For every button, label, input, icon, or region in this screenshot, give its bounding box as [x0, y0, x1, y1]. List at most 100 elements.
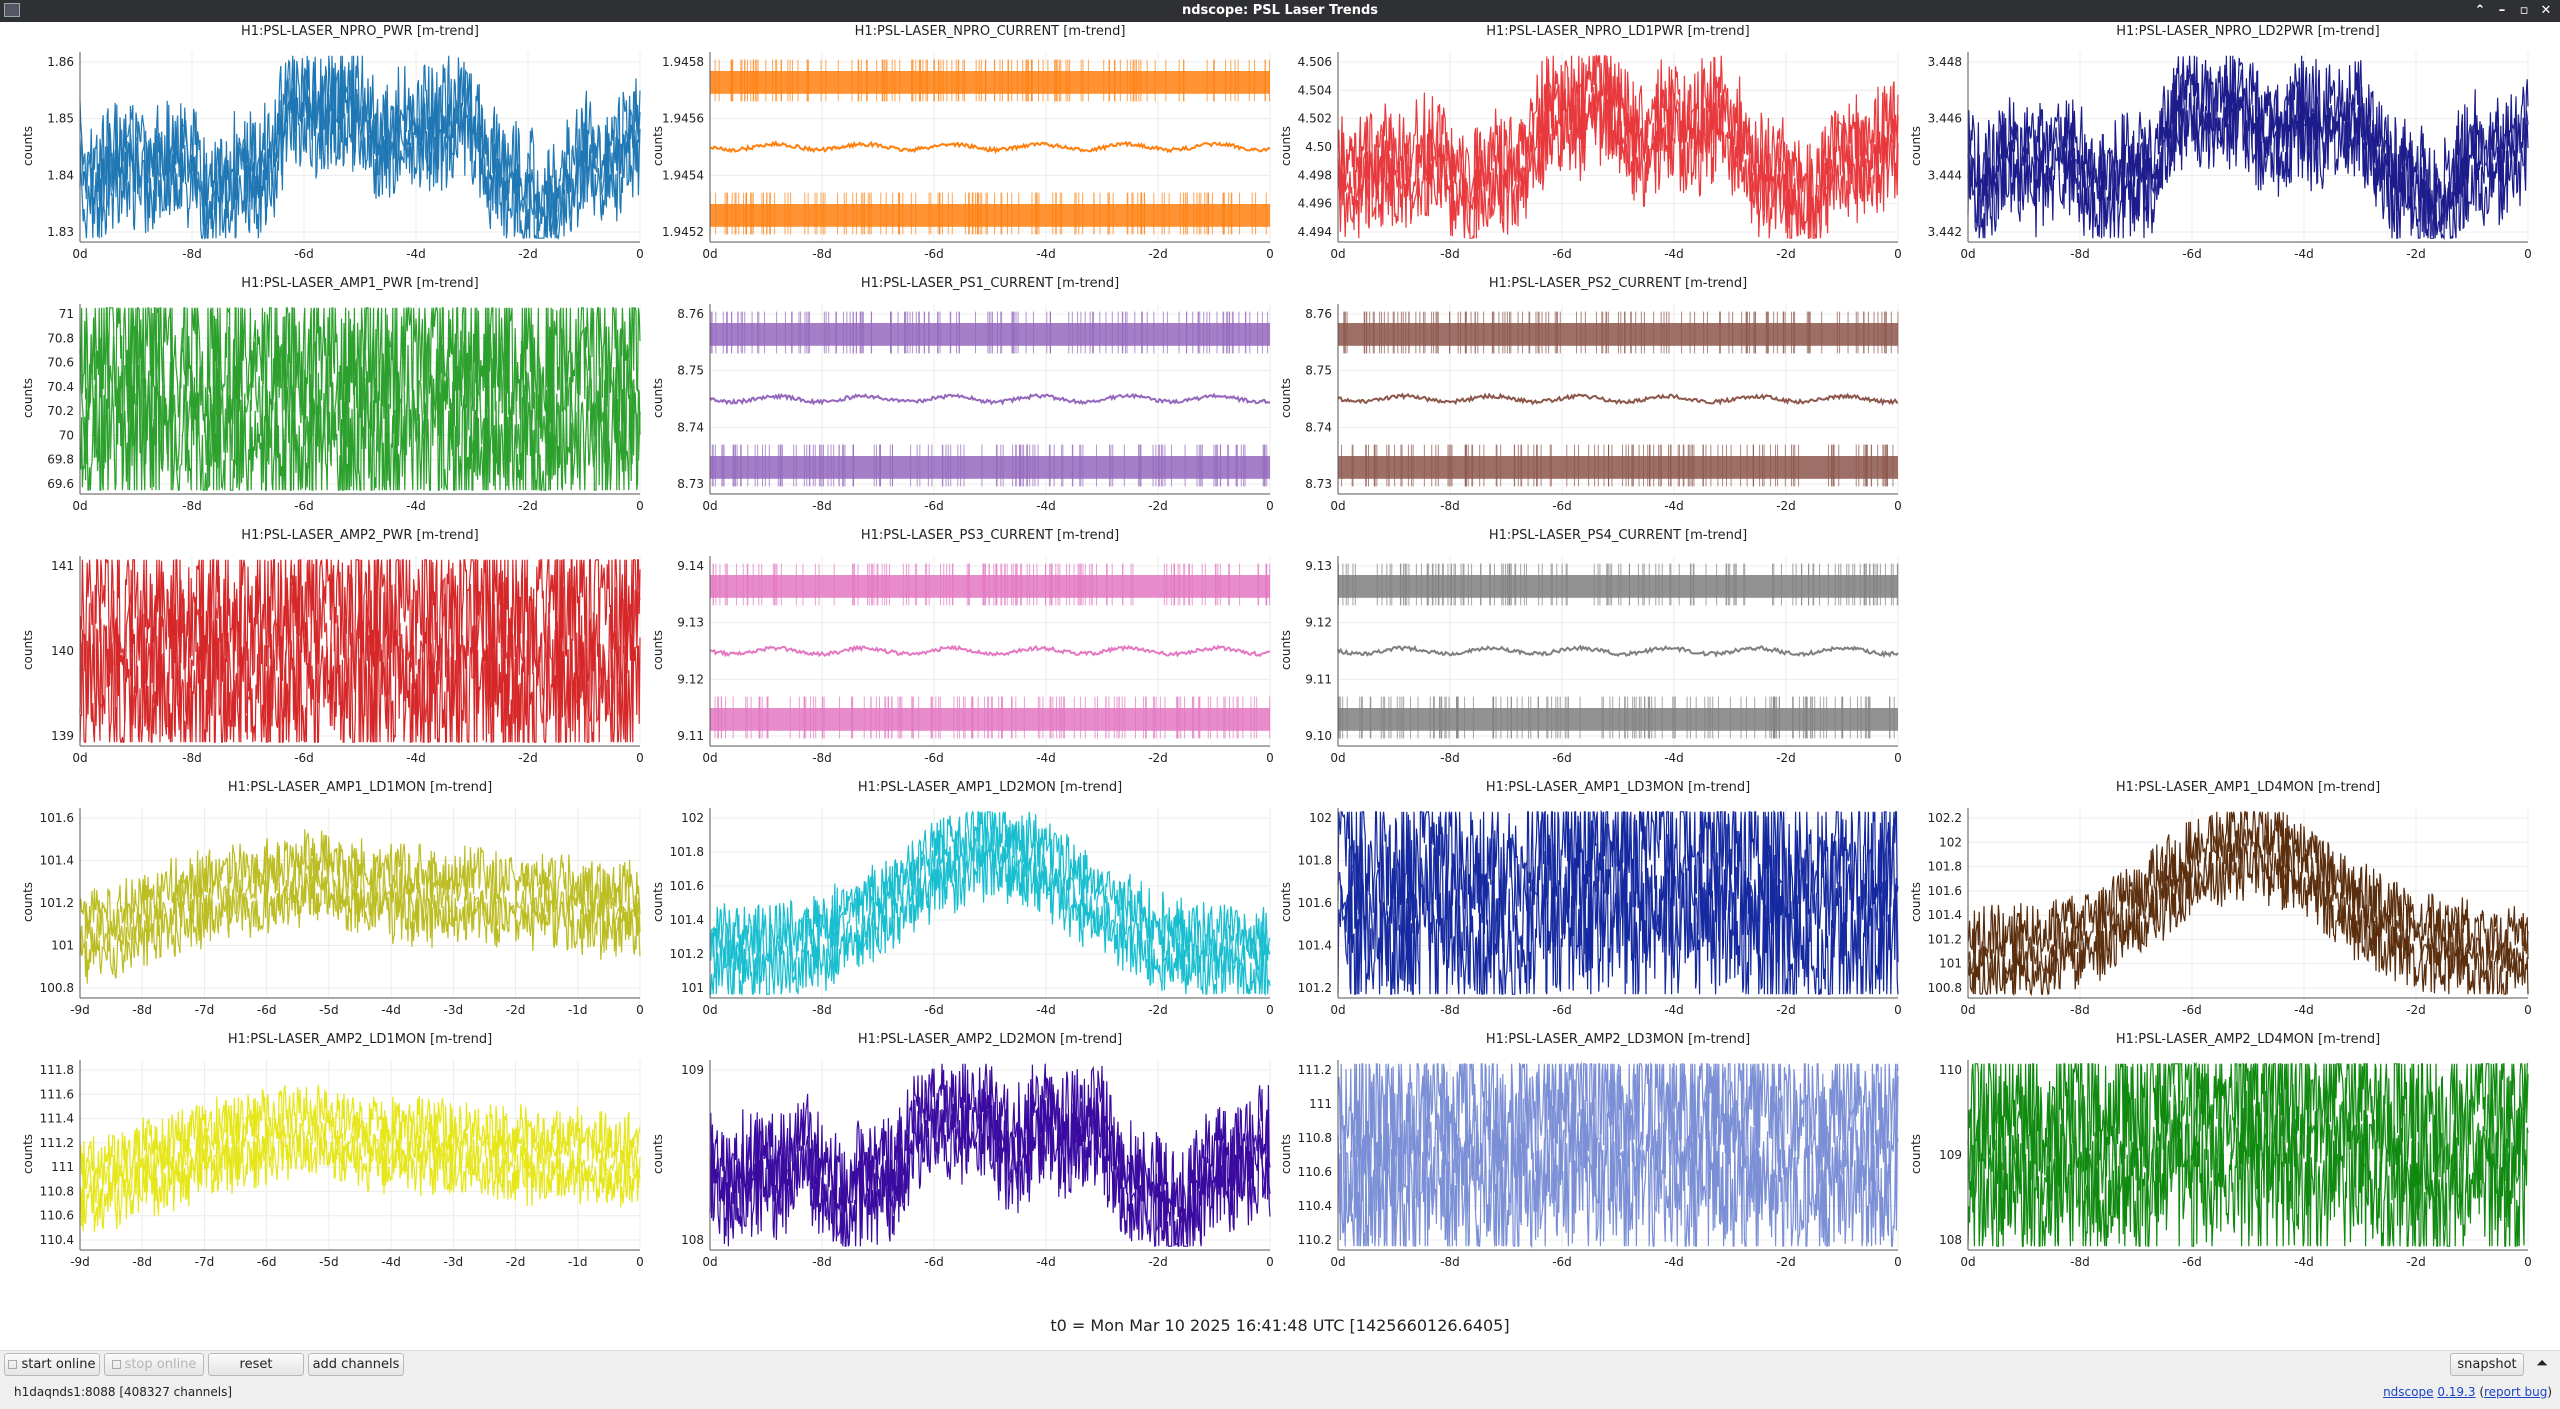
plot-4[interactable]: H1:PSL-LASER_AMP1_PWR [m-trend] counts 71 7… — [0, 274, 648, 526]
trace-max — [709, 1063, 1271, 1233]
x-tick-label: -2d — [1776, 499, 1796, 513]
plot-canvas[interactable]: 1.86 1.85 1.84 1.83 0d -8d -6d -4d -2d 0 — [47, 52, 644, 266]
y-tick-label: 101.8 — [1298, 854, 1332, 868]
y-tick-label: 101.8 — [1928, 860, 1962, 874]
y-axis-label: counts — [1279, 125, 1294, 167]
x-tick-label: -4d — [381, 1255, 401, 1269]
stop-online-button[interactable]: stop online — [104, 1353, 204, 1376]
y-tick-label: 110.6 — [1298, 1165, 1332, 1179]
window-minimize-button[interactable]: – — [2498, 3, 2506, 18]
y-tick-label: 8.75 — [677, 364, 704, 378]
y-tick-label: 4.506 — [1298, 55, 1332, 69]
plot-canvas[interactable]: 9.13 9.12 9.11 9.10 0d -8d -6d -4d -2d 0 — [1305, 556, 1902, 770]
y-tick-label: 9.14 — [677, 559, 704, 573]
snapshot-button[interactable]: snapshot — [2450, 1353, 2524, 1376]
plot-canvas[interactable]: 3.448 3.446 3.444 3.442 0d -8d -6d -4d -2d 0 — [1928, 52, 2532, 266]
plot-15[interactable]: H1:PSL-LASER_AMP2_LD2MON [m-trend] counts… — [630, 1030, 1278, 1282]
x-tick-label: -4d — [2294, 1003, 2314, 1017]
x-tick-label: -1d — [568, 1255, 588, 1269]
start-online-button[interactable]: start online — [4, 1353, 100, 1376]
plot-12[interactable]: H1:PSL-LASER_AMP1_LD3MON [m-trend] counts… — [1258, 778, 1906, 1030]
x-tick-label: 0 — [1894, 751, 1902, 765]
plot-7[interactable]: H1:PSL-LASER_AMP2_PWR [m-trend] counts 141… — [0, 526, 648, 778]
plot-canvas[interactable]: 102 101.8 101.6 101.4 101.2 101 0d -8d -6d -4d -2d… — [670, 808, 1274, 1022]
x-tick-label: -6d — [1552, 247, 1572, 261]
plot-title: H1:PSL-LASER_AMP1_PWR [m-trend] — [241, 276, 479, 291]
reset-button[interactable]: reset — [208, 1353, 304, 1376]
plot-canvas[interactable]: 102.2 102 101.8 101.6 101.4 101.2 101 100.8 0d -8… — [1928, 808, 2532, 1022]
y-tick-label: 111 — [51, 1160, 74, 1174]
plot-canvas[interactable]: 9.14 9.13 9.12 9.11 0d -8d -6d -4d -2d 0 — [677, 556, 1274, 770]
window-shade-button[interactable]: ⌃ — [2474, 3, 2486, 18]
plot-6[interactable]: H1:PSL-LASER_PS2_CURRENT [m-trend] counts… — [1258, 274, 1906, 526]
plot-2[interactable]: H1:PSL-LASER_NPRO_LD1PWR [m-trend] counts… — [1258, 22, 1906, 274]
plot-title: H1:PSL-LASER_NPRO_CURRENT [m-trend] — [854, 24, 1126, 39]
plot-1[interactable]: H1:PSL-LASER_NPRO_CURRENT [m-trend] count… — [630, 22, 1278, 274]
plot-title: H1:PSL-LASER_NPRO_LD1PWR [m-trend] — [1486, 24, 1750, 39]
x-tick-label: -4d — [1036, 751, 1056, 765]
server-status: h1daqnds1:8088 [408327 channels] — [14, 1385, 233, 1399]
y-tick-label: 1.9456 — [662, 112, 704, 126]
version-link[interactable]: 0.19.3 — [2437, 1385, 2476, 1399]
y-tick-label: 9.12 — [677, 672, 704, 686]
plot-title: H1:PSL-LASER_AMP1_LD2MON [m-trend] — [857, 780, 1123, 795]
plot-5[interactable]: H1:PSL-LASER_PS1_CURRENT [m-trend] counts… — [630, 274, 1278, 526]
x-tick-label: 0 — [2524, 1003, 2532, 1017]
y-tick-label: 101.6 — [40, 811, 74, 825]
y-tick-label: 101.6 — [1928, 884, 1962, 898]
collapse-toolbar-icon[interactable]: ⏶ — [2535, 1354, 2548, 1372]
plot-title: H1:PSL-LASER_AMP2_PWR [m-trend] — [241, 528, 479, 543]
plot-0[interactable]: H1:PSL-LASER_NPRO_PWR [m-trend] counts 1.8… — [0, 22, 648, 274]
x-tick-label: -6d — [924, 1255, 944, 1269]
plot-8[interactable]: H1:PSL-LASER_PS3_CURRENT [m-trend] counts… — [630, 526, 1278, 778]
plot-canvas[interactable]: 111.8 111.6 111.4 111.2 111 110.8 110.6 110.4 -9… — [40, 1060, 644, 1274]
y-tick-label: 140 — [51, 644, 74, 658]
y-tick-label: 111.8 — [40, 1063, 74, 1077]
x-tick-label: -8d — [132, 1003, 152, 1017]
plot-canvas[interactable]: 109 108 0d -8d -6d -4d -2d 0 — [681, 1060, 1274, 1274]
plot-16[interactable]: H1:PSL-LASER_AMP2_LD3MON [m-trend] counts… — [1258, 1030, 1906, 1282]
x-tick-label: -6d — [2182, 1003, 2202, 1017]
plot-canvas[interactable]: 141 140 139 0d -8d -6d -4d -2d 0 — [51, 556, 644, 770]
x-tick-label: -8d — [2070, 1003, 2090, 1017]
plot-canvas[interactable]: 8.76 8.75 8.74 8.73 0d -8d -6d -4d -2d 0 — [677, 304, 1274, 518]
y-tick-label: 3.442 — [1928, 225, 1962, 239]
plot-13[interactable]: H1:PSL-LASER_AMP1_LD4MON [m-trend] counts… — [1888, 778, 2536, 1030]
plot-11[interactable]: H1:PSL-LASER_AMP1_LD2MON [m-trend] counts… — [630, 778, 1278, 1030]
x-tick-label: 0 — [1266, 1255, 1274, 1269]
trace-band — [710, 323, 1270, 346]
ndscope-link[interactable]: ndscope — [2383, 1385, 2434, 1399]
x-tick-label: 0d — [702, 247, 717, 261]
plot-17[interactable]: H1:PSL-LASER_AMP2_LD4MON [m-trend] counts… — [1888, 1030, 2536, 1282]
y-axis-label: counts — [21, 1133, 36, 1175]
trace-min — [79, 1122, 641, 1232]
y-axis-label: counts — [21, 881, 36, 923]
trace-max — [1967, 811, 2529, 969]
plot-canvas[interactable]: 1.9458 1.9456 1.9454 1.9452 0d -8d -6d -4d -2d 0 — [662, 52, 1274, 266]
trace-mean — [79, 1109, 641, 1213]
y-tick-label: 101.4 — [670, 913, 704, 927]
plot-canvas[interactable]: 102 101.8 101.6 101.4 101.2 0d -8d -6d -4d -2d 0 — [1298, 808, 1902, 1022]
report-bug-link[interactable]: report bug — [2484, 1385, 2548, 1399]
y-tick-label: 70.8 — [47, 331, 74, 345]
trace-band — [710, 204, 1270, 227]
plot-canvas[interactable]: 4.506 4.504 4.502 4.50 4.498 4.496 4.494 0d -8d -… — [1298, 52, 1902, 266]
y-tick-label: 4.498 — [1298, 168, 1332, 182]
add-channels-button[interactable]: add channels — [308, 1353, 404, 1376]
window-close-button[interactable]: ✕ — [2540, 3, 2552, 18]
window-maximize-button[interactable]: ▫ — [2519, 3, 2529, 18]
x-tick-label: -4d — [1664, 1003, 1684, 1017]
x-tick-label: -2d — [506, 1255, 526, 1269]
plot-canvas[interactable]: 111.2 111 110.8 110.6 110.4 110.2 0d -8d -6d -4d -… — [1298, 1060, 1902, 1274]
plot-3[interactable]: H1:PSL-LASER_NPRO_LD2PWR [m-trend] counts… — [1888, 22, 2536, 274]
plot-canvas[interactable]: 101.6 101.4 101.2 101 100.8 -9d -8d -7d -6d -5d -4… — [40, 808, 644, 1022]
plot-10[interactable]: H1:PSL-LASER_AMP1_LD1MON [m-trend] counts… — [0, 778, 648, 1030]
plot-14[interactable]: H1:PSL-LASER_AMP2_LD1MON [m-trend] counts… — [0, 1030, 648, 1282]
plot-canvas[interactable]: 71 70.8 70.6 70.4 70.2 70 69.8 69.6 0d -8d -6d -4d -… — [47, 304, 644, 518]
plot-9[interactable]: H1:PSL-LASER_PS4_CURRENT [m-trend] counts… — [1258, 526, 1906, 778]
plot-canvas[interactable]: 8.76 8.75 8.74 8.73 0d -8d -6d -4d -2d 0 — [1305, 304, 1902, 518]
y-tick-label: 101.8 — [670, 845, 704, 859]
y-tick-label: 9.10 — [1305, 729, 1332, 743]
plot-canvas[interactable]: 110 109 108 0d -8d -6d -4d -2d 0 — [1939, 1060, 2532, 1274]
x-tick-label: 0d — [1330, 247, 1345, 261]
